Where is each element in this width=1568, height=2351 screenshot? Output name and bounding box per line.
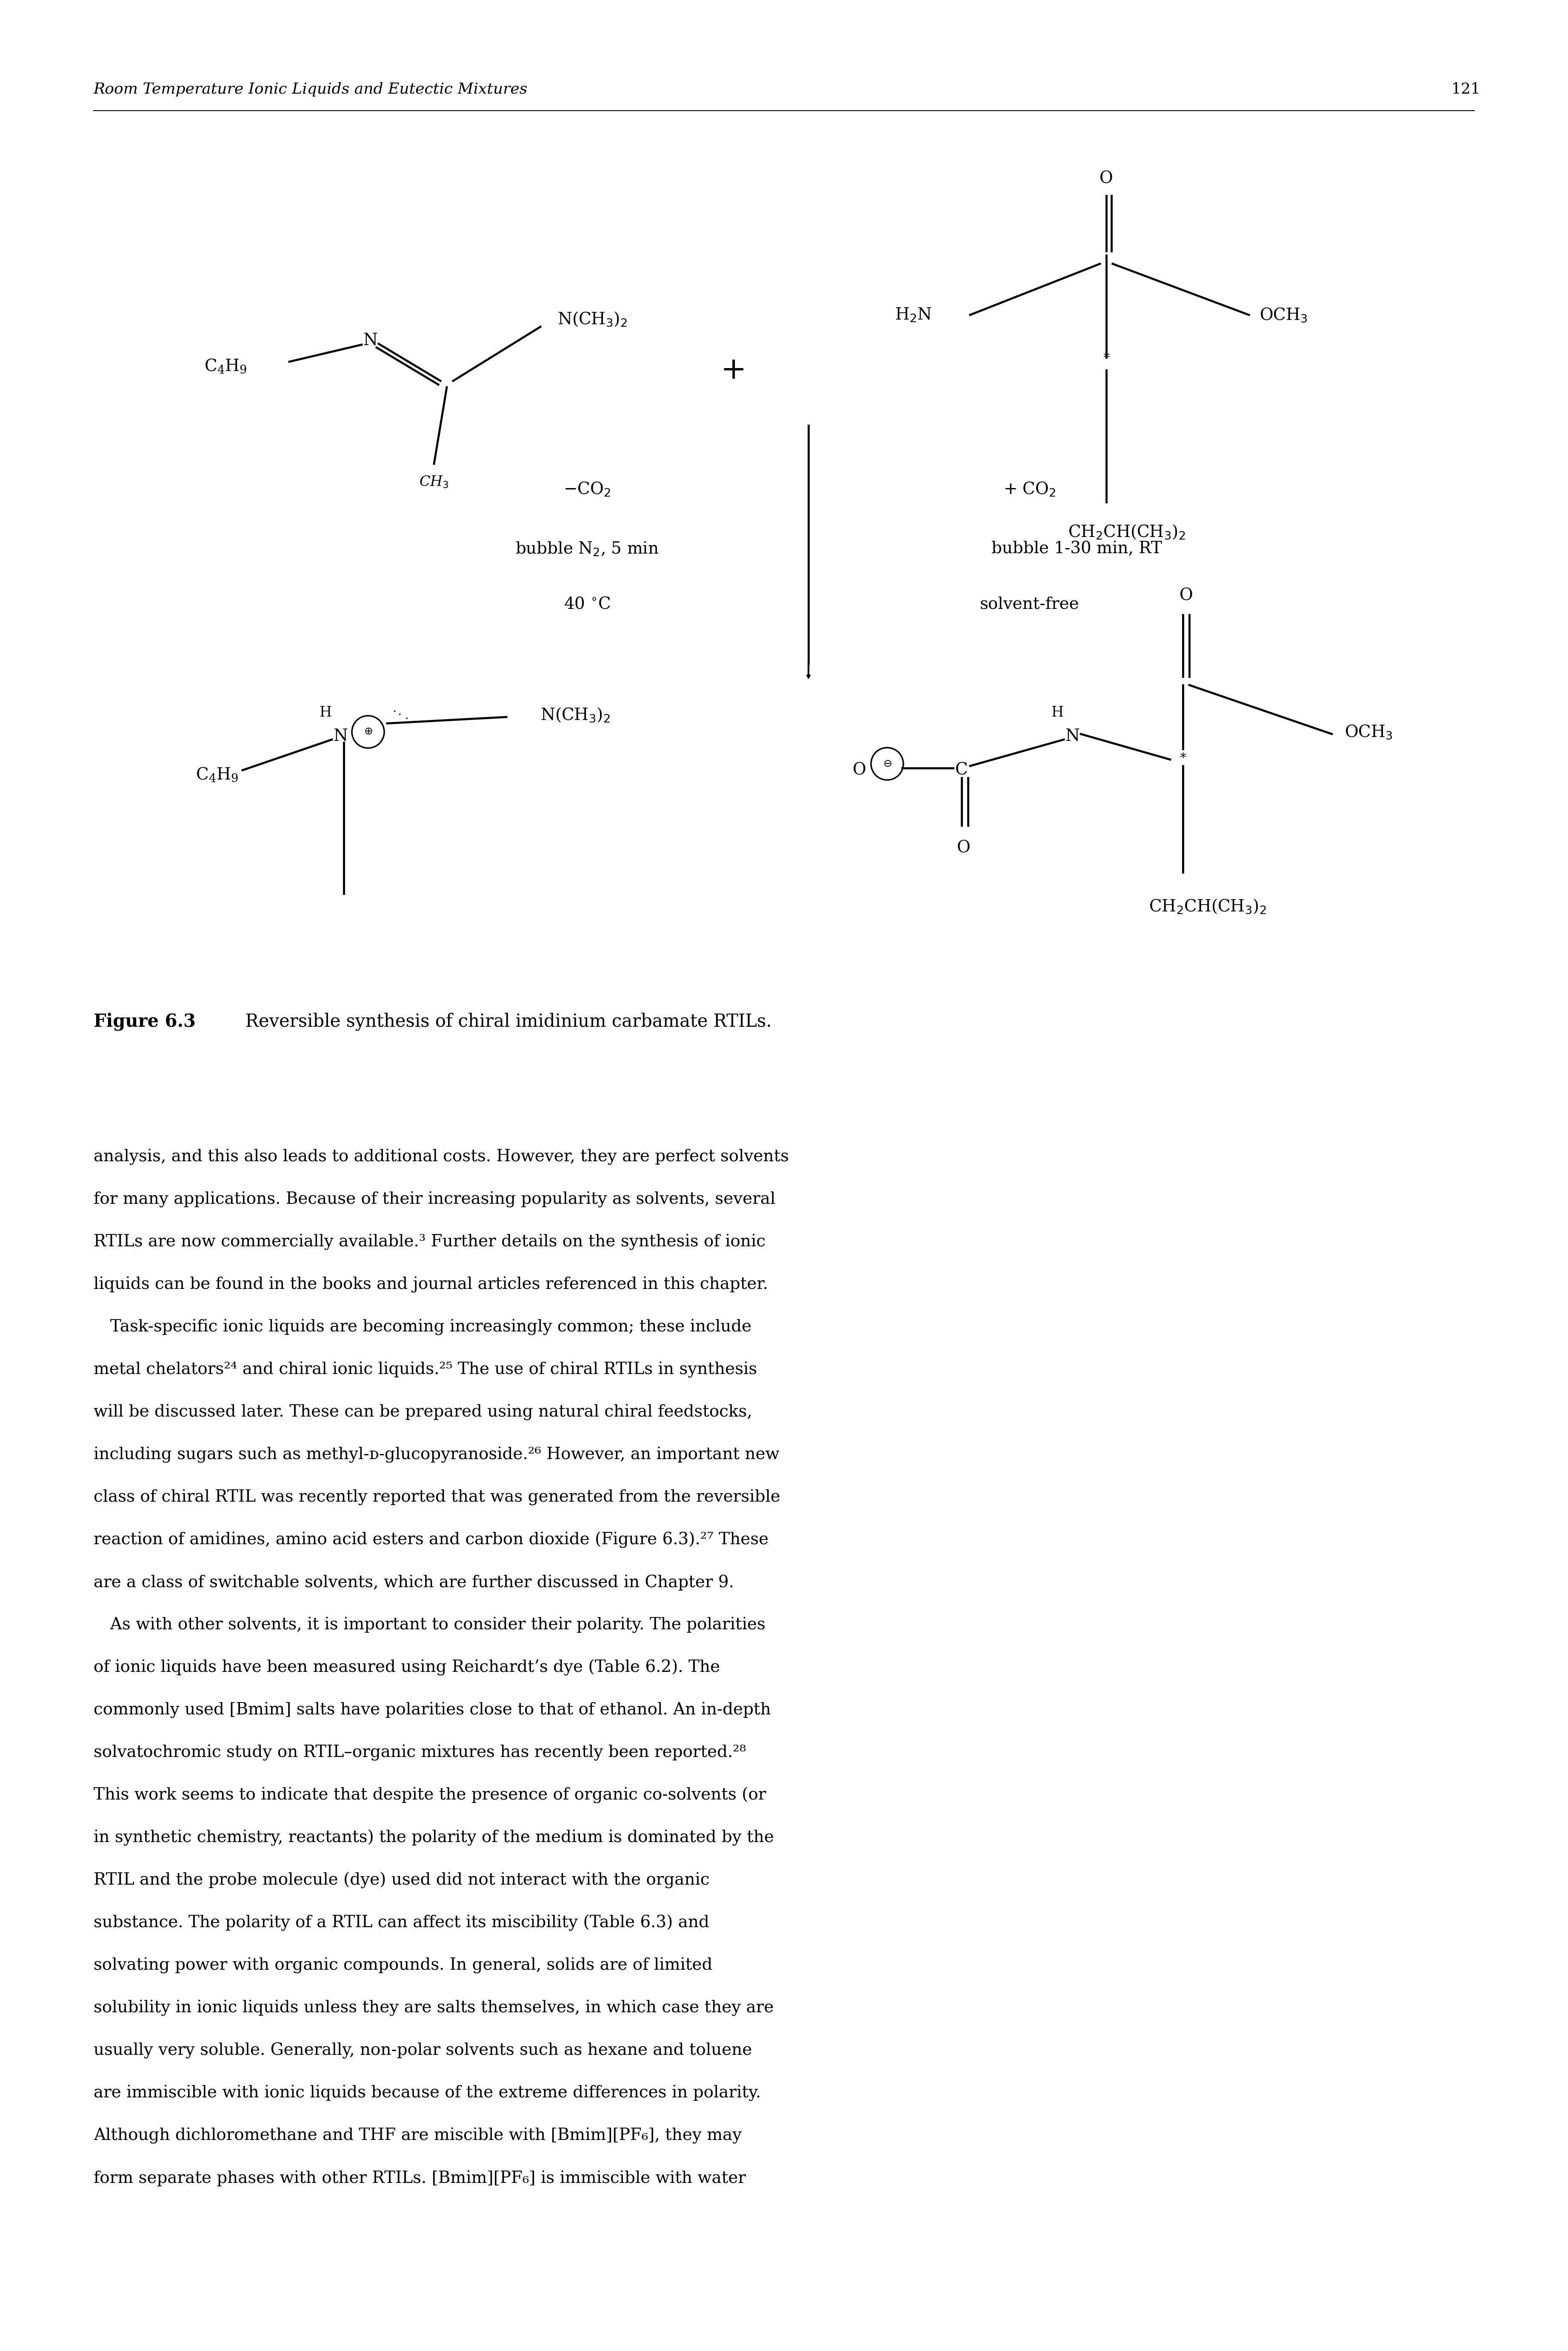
Text: O: O	[1099, 172, 1113, 186]
Text: analysis, and this also leads to additional costs. However, they are perfect sol: analysis, and this also leads to additio…	[94, 1150, 789, 1166]
Text: O: O	[853, 762, 866, 778]
Text: N: N	[1065, 729, 1079, 743]
Text: $\oplus$: $\oplus$	[364, 726, 373, 736]
Text: H: H	[1051, 705, 1063, 719]
Text: bubble N$_2$, 5 min: bubble N$_2$, 5 min	[516, 541, 659, 557]
Text: solvating power with organic compounds. In general, solids are of limited: solvating power with organic compounds. …	[94, 1958, 712, 1972]
Text: Task-specific ionic liquids are becoming increasingly common; these include: Task-specific ionic liquids are becoming…	[94, 1319, 751, 1335]
Text: form separate phases with other RTILs. [Bmim][PF₆] is immiscible with water: form separate phases with other RTILs. […	[94, 2170, 746, 2186]
Text: liquids can be found in the books and journal articles referenced in this chapte: liquids can be found in the books and jo…	[94, 1277, 768, 1293]
Text: $*$: $*$	[1179, 750, 1187, 764]
Text: are immiscible with ionic liquids because of the extreme differences in polarity: are immiscible with ionic liquids becaus…	[94, 2085, 760, 2102]
Text: will be discussed later. These can be prepared using natural chiral feedstocks,: will be discussed later. These can be pr…	[94, 1404, 753, 1420]
Text: $*$: $*$	[1102, 350, 1110, 364]
Text: Room Temperature Ionic Liquids and Eutectic Mixtures: Room Temperature Ionic Liquids and Eutec…	[94, 82, 528, 96]
Text: 40 $^{\circ}$C: 40 $^{\circ}$C	[564, 597, 610, 611]
Text: bubble 1-30 min, RT: bubble 1-30 min, RT	[991, 541, 1162, 557]
Text: $-$CO$_2$: $-$CO$_2$	[563, 480, 612, 498]
Text: CH$_2$CH(CH$_3$)$_2$: CH$_2$CH(CH$_3$)$_2$	[1068, 524, 1185, 541]
Text: N: N	[332, 729, 348, 743]
Text: O: O	[1179, 588, 1193, 604]
Text: $\mathregular{C_4H_9}$: $\mathregular{C_4H_9}$	[196, 766, 238, 783]
Text: RTILs are now commercially available.³ Further details on the synthesis of ionic: RTILs are now commercially available.³ F…	[94, 1234, 765, 1251]
Text: including sugars such as methyl-ᴅ-glucopyranoside.²⁶ However, an important new: including sugars such as methyl-ᴅ-glucop…	[94, 1446, 779, 1462]
Text: of ionic liquids have been measured using Reichardt’s dye (Table 6.2). The: of ionic liquids have been measured usin…	[94, 1660, 720, 1676]
Text: solvent-free: solvent-free	[980, 597, 1079, 611]
Text: usually very soluble. Generally, non-polar solvents such as hexane and toluene: usually very soluble. Generally, non-pol…	[94, 2043, 753, 2059]
Text: $+$: $+$	[720, 355, 743, 386]
Text: Although dichloromethane and THF are miscible with [Bmim][PF₆], they may: Although dichloromethane and THF are mis…	[94, 2128, 742, 2144]
Text: OCH$_3$: OCH$_3$	[1259, 306, 1308, 324]
Text: metal chelators²⁴ and chiral ionic liquids.²⁵ The use of chiral RTILs in synthes: metal chelators²⁴ and chiral ionic liqui…	[94, 1361, 757, 1378]
Text: N(CH$_3$)$_2$: N(CH$_3$)$_2$	[541, 705, 610, 724]
Text: H: H	[320, 705, 332, 719]
Text: N(CH$_3$)$_2$: N(CH$_3$)$_2$	[557, 310, 627, 327]
Text: This work seems to indicate that despite the presence of organic co-solvents (or: This work seems to indicate that despite…	[94, 1787, 767, 1803]
Text: 121: 121	[1452, 82, 1480, 96]
Text: $\mathregular{C_4H_9}$: $\mathregular{C_4H_9}$	[204, 357, 246, 374]
Text: Figure 6.3: Figure 6.3	[94, 1013, 196, 1030]
Text: N: N	[362, 331, 378, 348]
Text: in synthetic chemistry, reactants) the polarity of the medium is dominated by th: in synthetic chemistry, reactants) the p…	[94, 1829, 775, 1846]
Text: CH$_2$CH(CH$_3$)$_2$: CH$_2$CH(CH$_3$)$_2$	[1149, 898, 1267, 915]
Text: class of chiral RTIL was recently reported that was generated from the reversibl: class of chiral RTIL was recently report…	[94, 1488, 781, 1505]
Text: H$_2$N: H$_2$N	[895, 306, 931, 322]
Text: $\ominus$: $\ominus$	[883, 759, 892, 769]
Text: RTIL and the probe molecule (dye) used did not interact with the organic: RTIL and the probe molecule (dye) used d…	[94, 1871, 710, 1888]
Text: C: C	[955, 762, 967, 778]
Text: commonly used [Bmim] salts have polarities close to that of ethanol. An in-depth: commonly used [Bmim] salts have polariti…	[94, 1702, 771, 1719]
Text: solubility in ionic liquids unless they are salts themselves, in which case they: solubility in ionic liquids unless they …	[94, 2001, 773, 2017]
Text: CH$_3$: CH$_3$	[419, 475, 448, 489]
Text: $+$ CO$_2$: $+$ CO$_2$	[1004, 480, 1055, 498]
Text: for many applications. Because of their increasing popularity as solvents, sever: for many applications. Because of their …	[94, 1192, 776, 1208]
Text: reaction of amidines, amino acid esters and carbon dioxide (Figure 6.3).²⁷ These: reaction of amidines, amino acid esters …	[94, 1533, 768, 1549]
Text: $\cdot\cdot\cdot$: $\cdot\cdot\cdot$	[389, 705, 411, 724]
Text: As with other solvents, it is important to consider their polarity. The polariti: As with other solvents, it is important …	[94, 1617, 765, 1634]
Text: are a class of switchable solvents, which are further discussed in Chapter 9.: are a class of switchable solvents, whic…	[94, 1575, 734, 1589]
Text: OCH$_3$: OCH$_3$	[1345, 724, 1392, 741]
Text: substance. The polarity of a RTIL can affect its miscibility (Table 6.3) and: substance. The polarity of a RTIL can af…	[94, 1914, 709, 1930]
Text: solvatochromic study on RTIL–organic mixtures has recently been reported.²⁸: solvatochromic study on RTIL–organic mix…	[94, 1744, 746, 1761]
Text: Reversible synthesis of chiral imidinium carbamate RTILs.: Reversible synthesis of chiral imidinium…	[234, 1013, 771, 1030]
Text: O: O	[956, 839, 971, 856]
